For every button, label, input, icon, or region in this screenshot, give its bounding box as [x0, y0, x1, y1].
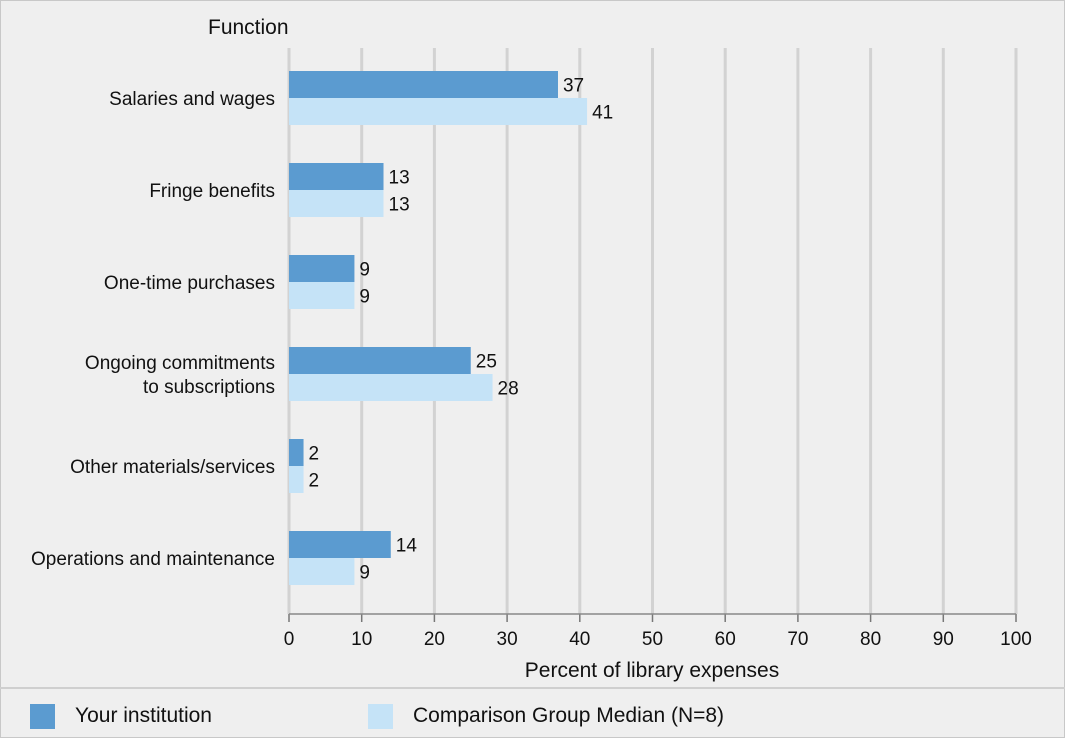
bar-value-label: 9	[359, 287, 370, 308]
bar-value-label: 14	[396, 536, 418, 557]
legend-label-your-institution: Your institution	[75, 704, 212, 727]
x-tick-label: 0	[284, 629, 295, 650]
x-tick-label: 40	[569, 629, 590, 650]
y-axis-title: Function	[208, 16, 289, 39]
bar-your-institution	[289, 347, 471, 374]
bar-value-label: 41	[592, 103, 613, 124]
chart-plot: 0 10 20 30 40 50 60 70 80 90 100 37 41 Salaries and w…	[31, 16, 1032, 682]
bar-value-label: 2	[309, 444, 320, 465]
bars	[289, 71, 588, 585]
bar-value-label: 9	[359, 260, 370, 281]
bar-your-institution	[289, 255, 355, 282]
x-tick-label: 70	[787, 629, 808, 650]
x-axis-title: Percent of library expenses	[525, 659, 779, 682]
bar-value-label: 2	[309, 471, 320, 492]
x-tick-label: 60	[715, 629, 736, 650]
bar-value-label: 13	[389, 195, 410, 216]
bar-comparison-median	[289, 466, 304, 493]
bar-comparison-median	[289, 190, 384, 217]
legend-label-comparison-group: Comparison Group Median (N=8)	[413, 704, 725, 727]
bar-value-label: 13	[389, 168, 410, 189]
bar-your-institution	[289, 71, 558, 98]
bar-value-label: 25	[476, 352, 497, 373]
category-label: Other materials/services	[70, 457, 275, 478]
legend-item-comparison-group: Comparison Group Median (N=8)	[368, 702, 724, 730]
x-tick-label: 30	[497, 629, 518, 650]
bar-your-institution	[289, 163, 384, 190]
bar-value-label: 9	[359, 563, 370, 584]
category-label: Salaries and wages	[109, 89, 275, 110]
legend-swatch-comparison-group	[368, 703, 393, 729]
legend-divider	[0, 687, 1065, 689]
legend-swatch-your-institution	[30, 703, 55, 729]
category-label: Operations and maintenance	[31, 549, 275, 570]
x-tick-label: 90	[933, 629, 954, 650]
bar-comparison-median	[289, 558, 355, 585]
x-tick-label: 100	[1000, 629, 1032, 650]
legend-item-your-institution: Your institution	[30, 702, 212, 730]
bar-comparison-median	[289, 282, 355, 309]
bar-value-label: 28	[498, 379, 519, 400]
bar-your-institution	[289, 531, 391, 558]
x-tick-label: 20	[424, 629, 445, 650]
category-label: One-time purchases	[104, 273, 275, 294]
x-tick-label: 80	[860, 629, 881, 650]
gridlines	[287, 48, 1018, 622]
bar-your-institution	[289, 439, 304, 466]
x-tick-label: 10	[351, 629, 372, 650]
category-label: Ongoing commitments	[85, 353, 275, 374]
bar-comparison-median	[289, 98, 588, 125]
category-label: to subscriptions	[143, 377, 275, 398]
category-label: Fringe benefits	[149, 181, 275, 202]
bar-value-label: 37	[563, 76, 584, 97]
x-tick-label: 50	[642, 629, 663, 650]
bar-comparison-median	[289, 374, 493, 401]
labels: 0 10 20 30 40 50 60 70 80 90 100 37 41 Salaries and w…	[31, 76, 1032, 651]
